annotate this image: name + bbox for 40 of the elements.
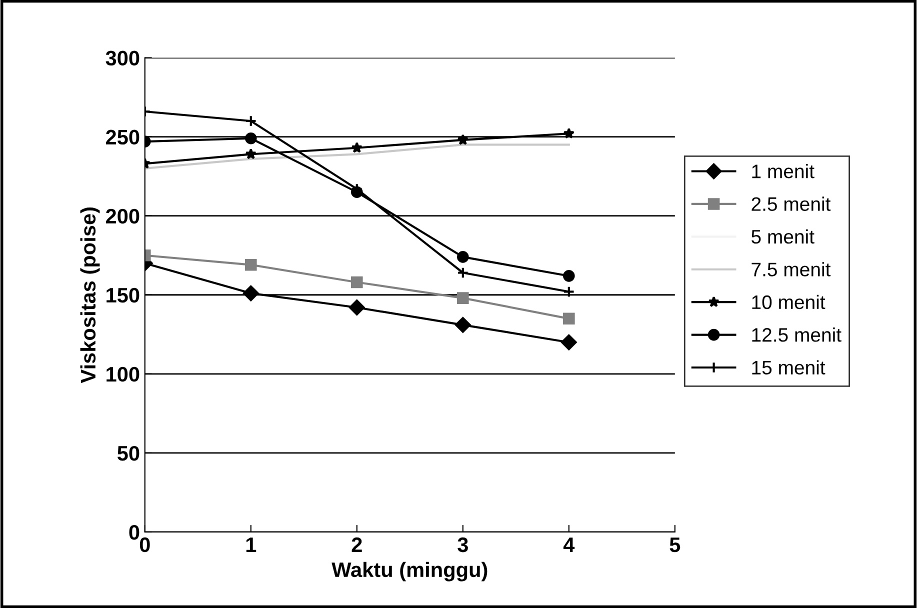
- legend-label: 5 menit: [752, 229, 814, 244]
- y-tick-label: 150: [106, 288, 140, 303]
- x-tick-label: 1: [246, 538, 256, 552]
- point: [456, 266, 469, 279]
- point: [245, 148, 257, 160]
- point: [244, 258, 257, 271]
- x-tick-label: 3: [458, 537, 468, 552]
- x-axis-title: Waktu (minggu): [332, 562, 488, 582]
- y-tick-label: 100: [106, 366, 140, 382]
- legend-label: 15 menit: [752, 360, 826, 375]
- x-tick-label: 2: [352, 537, 362, 552]
- legend-label: 7.5 menit: [752, 262, 831, 276]
- point: [242, 285, 259, 302]
- point: [350, 276, 363, 288]
- x-tick-label: 4: [563, 538, 575, 552]
- point: [563, 286, 575, 298]
- y-tick-label: 300: [106, 50, 140, 66]
- y-tick-label: 250: [106, 130, 140, 145]
- point: [563, 270, 575, 282]
- x-tick-label: 0: [140, 537, 150, 552]
- point: [244, 132, 257, 144]
- y-tick-label: 200: [106, 208, 140, 224]
- y-tick-label: 0: [129, 525, 140, 540]
- point: [563, 312, 575, 324]
- legend-label: 2.5 menit: [752, 196, 831, 211]
- y-axis-title: Viskositas (poise): [80, 208, 100, 384]
- point: [348, 300, 365, 316]
- point: [457, 134, 469, 145]
- legend-label: 1 menit: [752, 164, 814, 178]
- legend-label: 12.5 menit: [752, 328, 842, 342]
- point: [456, 251, 469, 263]
- legend-label: 10 menit: [752, 294, 826, 310]
- point: [351, 142, 363, 153]
- point: [560, 334, 577, 350]
- x-tick-label: 5: [670, 538, 680, 552]
- point: [244, 115, 257, 127]
- point: [454, 316, 471, 333]
- y-tick-label: 50: [117, 446, 140, 461]
- point: [563, 128, 575, 139]
- point: [456, 292, 469, 304]
